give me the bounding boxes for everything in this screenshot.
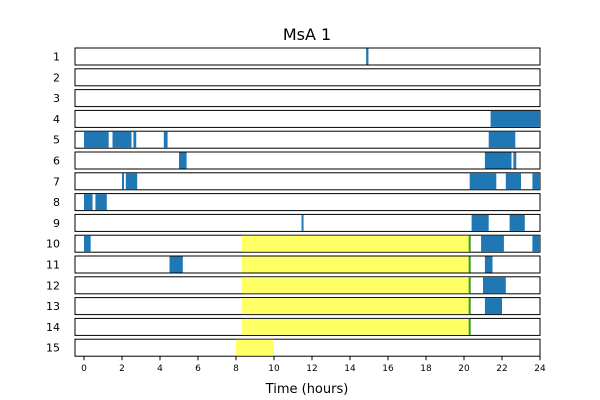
row-label: 7 [53,175,60,188]
row-label: 15 [46,342,60,355]
x-tick-label: 18 [420,364,432,374]
highlight-band [241,318,470,335]
activity-bar [84,235,91,252]
row-box [74,338,541,357]
activity-bar [532,235,540,252]
x-axis-ticks: 0 2 4 6 8 10 12 14 16 18 20 22 24 [81,356,546,374]
activity-bar [366,48,369,65]
row-box [74,213,541,232]
row-11: 11 [46,255,541,274]
activity-bar [125,173,138,190]
row-box [74,151,541,170]
row-3: 3 [53,89,541,108]
row-label: 5 [53,134,60,147]
x-tick-label: 14 [344,364,356,374]
row-8: 8 [53,193,541,212]
row-10: 10 [46,234,541,253]
activity-bar [133,131,137,148]
row-label: 6 [53,155,60,168]
x-tick-label: 12 [306,364,317,374]
activity-bar [112,131,132,148]
x-axis-label: Time (hours) [265,382,349,397]
x-tick-label: 20 [458,364,470,374]
x-tick-label: 6 [195,364,201,374]
activity-bar [122,173,124,190]
activity-bar [532,173,540,190]
activity-bar [509,214,525,231]
activity-bar [469,173,497,190]
activity-bar [483,277,506,294]
highlight-band [241,277,470,294]
row-label: 13 [46,300,60,313]
activity-bar [179,152,187,169]
row-label: 2 [53,71,60,84]
activity-bar [481,235,504,252]
chart-title: MsA 1 [283,25,331,44]
row-6: 6 [53,151,541,170]
activity-bar [484,256,493,273]
x-tick-label: 22 [496,364,507,374]
row-label: 11 [46,259,60,272]
row-4: 4 [53,109,541,128]
highlight-band [241,235,470,252]
x-tick-label: 4 [157,364,163,374]
row-label: 14 [46,321,60,334]
row-12: 12 [46,276,541,295]
row-label: 3 [53,92,60,105]
x-tick-label: 24 [534,364,546,374]
x-tick-label: 0 [81,364,87,374]
row-1: 1 [53,47,541,66]
row-box [74,130,541,149]
activity-bar [84,194,93,211]
row-label: 8 [53,196,60,209]
row-5: 5 [53,130,541,149]
highlight-band [241,298,470,315]
x-tick-label: 8 [233,364,239,374]
activity-bar [484,152,512,169]
highlight-band [241,256,470,273]
row-14: 14 [46,317,541,336]
row-7: 7 [53,172,541,191]
row-label: 9 [53,217,60,230]
row-box [74,193,541,212]
x-tick-label: 16 [382,364,394,374]
activity-bar [95,194,107,211]
activity-bar [169,256,183,273]
activity-bar [471,214,489,231]
x-tick-label: 2 [119,364,125,374]
row-box [74,109,541,128]
row-label: 12 [46,279,60,292]
activity-bar [513,152,517,169]
row-9: 9 [53,213,541,232]
row-box [74,68,541,87]
row-15: 15 [46,338,541,357]
row-2: 2 [53,68,541,87]
activity-bar [301,214,304,231]
activity-bar [505,173,521,190]
row-13: 13 [46,297,541,316]
row-box [74,47,541,66]
row-box [74,89,541,108]
row-label: 1 [53,51,60,64]
activity-bar [84,131,109,148]
row-label: 4 [53,113,60,126]
activity-bar [163,131,168,148]
activity-bar [484,298,502,315]
x-tick-label: 10 [268,364,280,374]
highlight-band [236,339,274,356]
row-label: 10 [46,238,60,251]
activity-bar [488,131,516,148]
activity-bar [490,110,540,127]
